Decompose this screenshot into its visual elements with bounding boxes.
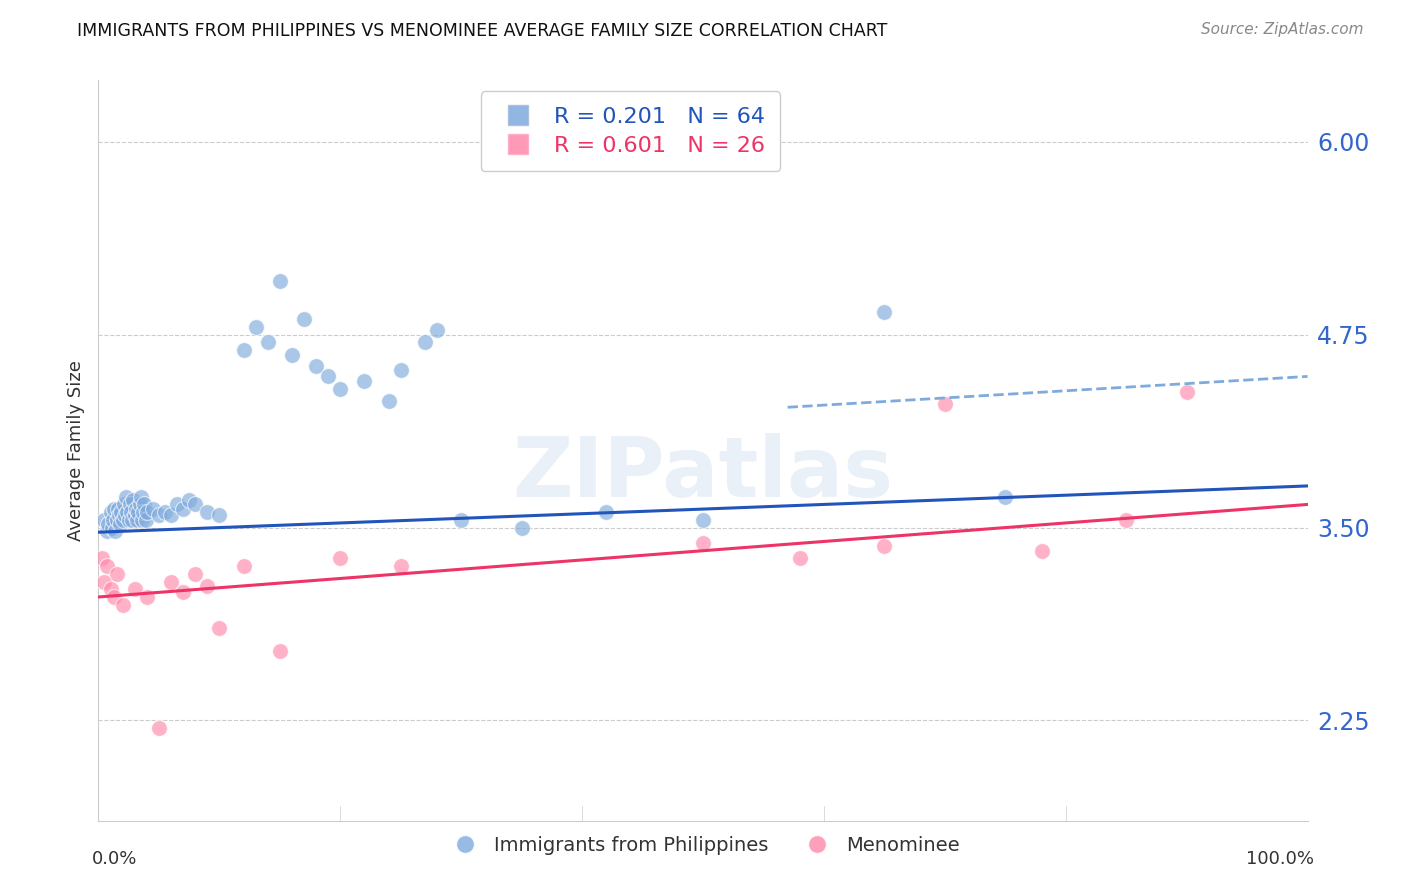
- Point: [389, 363, 412, 377]
- Text: IMMIGRANTS FROM PHILIPPINES VS MENOMINEE AVERAGE FAMILY SIZE CORRELATION CHART: IMMIGRANTS FROM PHILIPPINES VS MENOMINEE…: [77, 22, 887, 40]
- Point: [122, 492, 145, 507]
- Point: [184, 566, 207, 581]
- Point: [148, 508, 170, 523]
- Point: [232, 343, 254, 358]
- Point: [91, 551, 114, 566]
- Text: ZIPatlas: ZIPatlas: [513, 434, 893, 514]
- Point: [994, 490, 1017, 504]
- Point: [184, 498, 207, 512]
- Point: [208, 508, 231, 523]
- Point: [132, 505, 155, 519]
- Point: [135, 505, 157, 519]
- Point: [934, 397, 956, 411]
- Point: [103, 590, 125, 604]
- Point: [118, 498, 141, 512]
- Point: [789, 551, 811, 566]
- Point: [510, 520, 533, 534]
- Y-axis label: Average Family Size: Average Family Size: [66, 360, 84, 541]
- Point: [208, 621, 231, 635]
- Point: [353, 374, 375, 388]
- Text: 0.0%: 0.0%: [93, 850, 138, 868]
- Point: [118, 513, 141, 527]
- Point: [114, 508, 136, 523]
- Point: [329, 382, 352, 396]
- Point: [111, 598, 134, 612]
- Point: [426, 323, 449, 337]
- Point: [120, 505, 142, 519]
- Point: [135, 590, 157, 604]
- Point: [110, 505, 132, 519]
- Point: [97, 517, 120, 532]
- Point: [305, 359, 328, 373]
- Point: [232, 559, 254, 574]
- Point: [179, 492, 201, 507]
- Point: [160, 574, 183, 589]
- Point: [389, 559, 412, 574]
- Point: [129, 490, 152, 504]
- Point: [105, 566, 128, 581]
- Point: [100, 582, 122, 597]
- Point: [111, 513, 134, 527]
- Point: [100, 520, 122, 534]
- Point: [873, 304, 896, 318]
- Point: [153, 505, 176, 519]
- Point: [104, 524, 127, 538]
- Point: [125, 502, 148, 516]
- Point: [101, 513, 124, 527]
- Point: [160, 508, 183, 523]
- Point: [377, 394, 399, 409]
- Point: [117, 505, 139, 519]
- Point: [127, 505, 149, 519]
- Point: [103, 502, 125, 516]
- Point: [93, 574, 115, 589]
- Point: [595, 505, 617, 519]
- Point: [256, 335, 278, 350]
- Point: [172, 585, 194, 599]
- Point: [131, 513, 153, 527]
- Point: [1115, 513, 1137, 527]
- Point: [316, 369, 339, 384]
- Point: [96, 524, 118, 538]
- Point: [329, 551, 352, 566]
- Point: [108, 508, 131, 523]
- Text: Source: ZipAtlas.com: Source: ZipAtlas.com: [1201, 22, 1364, 37]
- Point: [93, 513, 115, 527]
- Point: [269, 644, 291, 658]
- Point: [115, 490, 138, 504]
- Point: [100, 505, 122, 519]
- Point: [245, 320, 267, 334]
- Point: [873, 539, 896, 553]
- Point: [135, 513, 157, 527]
- Text: 100.0%: 100.0%: [1246, 850, 1313, 868]
- Point: [1175, 384, 1198, 399]
- Point: [108, 517, 131, 532]
- Point: [166, 498, 188, 512]
- Point: [1031, 543, 1053, 558]
- Point: [281, 348, 304, 362]
- Point: [105, 513, 128, 527]
- Point: [269, 274, 291, 288]
- Point: [148, 721, 170, 735]
- Point: [128, 498, 150, 512]
- Point: [195, 505, 218, 519]
- Point: [96, 559, 118, 574]
- Point: [292, 312, 315, 326]
- Point: [195, 579, 218, 593]
- Point: [124, 508, 146, 523]
- Point: [142, 502, 165, 516]
- Point: [692, 513, 714, 527]
- Point: [450, 513, 472, 527]
- Legend: Immigrants from Philippines, Menominee: Immigrants from Philippines, Menominee: [439, 828, 967, 863]
- Point: [172, 502, 194, 516]
- Point: [127, 513, 149, 527]
- Point: [413, 335, 436, 350]
- Point: [124, 582, 146, 597]
- Point: [112, 498, 135, 512]
- Point: [107, 502, 129, 516]
- Point: [692, 536, 714, 550]
- Point: [134, 498, 156, 512]
- Point: [121, 513, 143, 527]
